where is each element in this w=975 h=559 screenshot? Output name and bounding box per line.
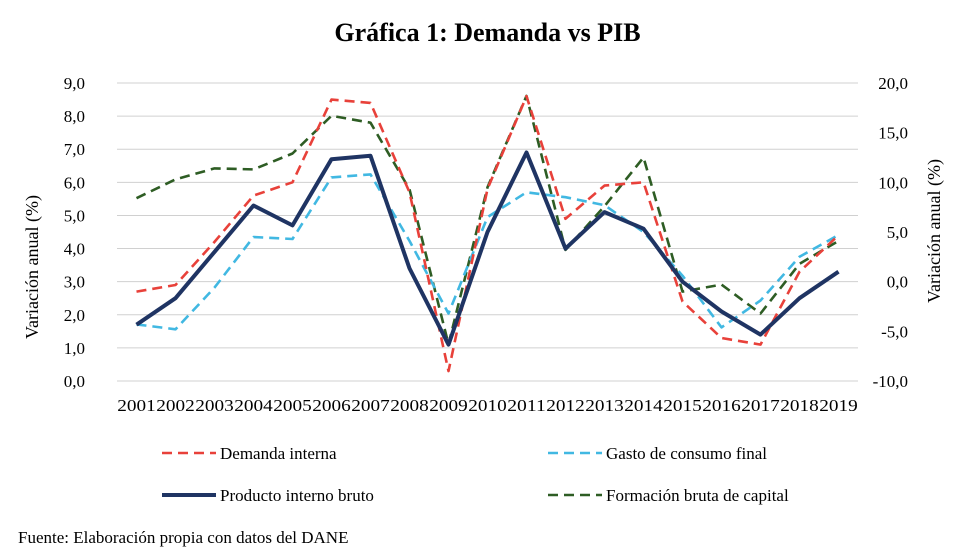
left-axis-title: Variación anual (%)	[22, 195, 43, 339]
x-tick-label: 2005	[273, 396, 312, 415]
left-tick-label: 6,0	[64, 173, 85, 192]
x-tick-label: 2013	[585, 396, 624, 415]
legend-label: Producto interno bruto	[220, 486, 374, 505]
gridlines	[117, 82, 858, 382]
right-tick-label: 5,0	[887, 223, 908, 242]
legend: Demanda interna Gasto de consumo final Pro…	[162, 444, 789, 505]
x-tick-label: 2006	[312, 396, 351, 415]
series-line-3	[135, 150, 840, 347]
left-axis-ticks: 0,0 1,0 2,0 3,0 4,0 5,0 6,0 7,0 8,0 9,0	[64, 74, 85, 391]
chart-title: Gráfica 1: Demanda vs PIB	[334, 18, 641, 47]
left-tick-label: 0,0	[64, 372, 85, 391]
left-tick-label: 9,0	[64, 74, 85, 93]
right-tick-label: -5,0	[881, 322, 908, 341]
series-line-2	[136, 173, 840, 331]
right-tick-label: 10,0	[878, 173, 908, 192]
x-tick-label: 2007	[351, 396, 390, 415]
legend-label: Gasto de consumo final	[606, 444, 767, 463]
left-tick-label: 8,0	[64, 107, 85, 126]
x-tick-label: 2002	[156, 396, 195, 415]
right-tick-label: 0,0	[887, 273, 908, 292]
x-tick-label: 2003	[195, 396, 234, 415]
x-tick-label: 2014	[624, 396, 663, 415]
left-tick-label: 5,0	[64, 206, 85, 225]
left-tick-label: 3,0	[64, 273, 85, 292]
x-tick-label: 2012	[546, 396, 585, 415]
x-tick-label: 2008	[390, 396, 429, 415]
left-tick-label: 2,0	[64, 306, 85, 325]
x-tick-label: 2018	[780, 396, 819, 415]
x-tick-label: 2001	[117, 396, 156, 415]
right-tick-label: 20,0	[878, 74, 908, 93]
series-line-4	[135, 94, 840, 346]
x-tick-label: 2011	[507, 396, 546, 415]
x-tick-label: 2010	[468, 396, 507, 415]
legend-label: Demanda interna	[220, 444, 337, 463]
x-axis-ticks: 2001 2002 2003 2004 2005 2006 2007 2008 2009 2010…	[117, 396, 858, 415]
x-tick-label: 2016	[702, 396, 741, 415]
right-tick-label: 15,0	[878, 124, 908, 143]
series-lines	[135, 94, 840, 373]
x-tick-label: 2017	[741, 396, 780, 415]
right-axis-ticks: -10,0 -5,0 0,0 5,0 10,0 15,0 20,0	[873, 74, 908, 391]
right-tick-label: -10,0	[873, 372, 908, 391]
left-tick-label: 4,0	[64, 240, 85, 259]
x-tick-label: 2019	[819, 396, 858, 415]
right-axis-title: Variación anual (%)	[924, 159, 945, 303]
left-tick-label: 7,0	[64, 140, 85, 159]
x-tick-label: 2015	[663, 396, 702, 415]
source-note: Fuente: Elaboración propia con datos del…	[18, 528, 349, 547]
x-tick-label: 2004	[234, 396, 273, 415]
left-tick-label: 1,0	[64, 339, 85, 358]
legend-label: Formación bruta de capital	[606, 486, 789, 505]
x-tick-label: 2009	[429, 396, 468, 415]
